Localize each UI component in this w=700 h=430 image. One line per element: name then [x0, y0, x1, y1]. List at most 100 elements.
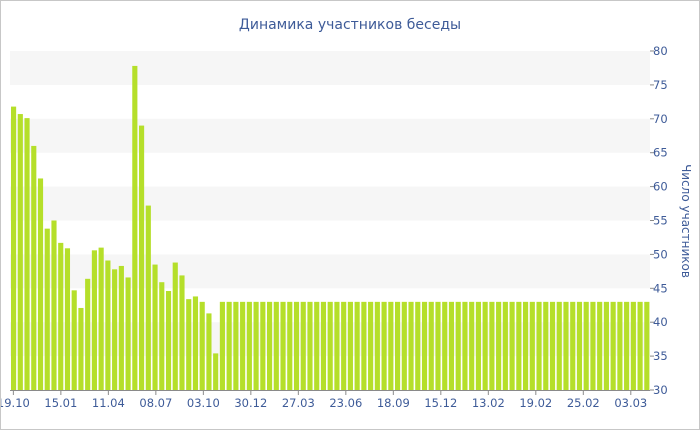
grid-band	[10, 186, 650, 221]
bar	[152, 264, 158, 390]
bar	[529, 301, 535, 390]
x-tick-label: 19.10	[1, 396, 30, 410]
y-axis-ticks: 30 35 40 45 50 55 60 65 70 75 80	[650, 44, 668, 397]
bar	[624, 301, 630, 390]
bar	[597, 301, 603, 390]
bar	[327, 301, 333, 390]
bar	[496, 301, 502, 390]
bar	[617, 301, 623, 390]
bar	[347, 301, 353, 390]
bar	[139, 125, 145, 390]
x-tick-label: 18.09	[377, 396, 410, 410]
bar	[421, 301, 428, 390]
bar	[64, 248, 71, 390]
bar	[260, 301, 266, 390]
bar	[98, 247, 104, 390]
bar	[368, 301, 374, 390]
y-tick-label: 80	[653, 44, 668, 58]
bar	[112, 269, 118, 390]
bar	[206, 313, 212, 390]
y-tick-label: 35	[653, 349, 668, 363]
x-tick-label: 03.10	[187, 396, 220, 410]
y-axis-title: Число участников	[679, 164, 693, 278]
bar	[428, 301, 434, 390]
bar	[455, 301, 461, 390]
bar	[78, 307, 84, 390]
bar	[91, 250, 97, 390]
bar	[37, 178, 44, 390]
bar	[314, 301, 320, 390]
bar	[415, 301, 421, 390]
grid-bands	[10, 51, 650, 357]
bar	[576, 301, 583, 390]
x-tick-label: 15.12	[424, 396, 457, 410]
bar	[469, 301, 475, 390]
bar	[44, 228, 50, 390]
bar	[118, 265, 124, 390]
x-tick-label: 25.02	[567, 396, 600, 410]
bar	[549, 301, 556, 390]
y-tick-label: 55	[653, 214, 668, 228]
grid-band	[10, 118, 650, 153]
bar	[489, 301, 495, 390]
bar	[388, 301, 394, 390]
bar	[502, 301, 508, 390]
x-axis-ticks: 19.10 15.01 11.04 08.07 03.10 30.12 27.03 23.06…	[1, 390, 647, 410]
bar	[320, 301, 327, 390]
bar	[253, 301, 259, 390]
bar	[354, 301, 360, 390]
bar	[556, 301, 562, 390]
bar	[132, 65, 138, 391]
y-tick-label: 50	[653, 247, 668, 261]
bar	[246, 301, 252, 390]
bar	[570, 301, 576, 390]
grid-band	[10, 51, 650, 85]
bar	[165, 291, 172, 390]
bar	[307, 301, 313, 390]
bar	[482, 301, 488, 390]
bar	[381, 301, 387, 390]
bar	[199, 301, 205, 390]
x-tick-label: 23.06	[329, 396, 362, 410]
bar	[219, 301, 225, 390]
bar	[374, 301, 380, 390]
bar	[408, 301, 414, 390]
bar	[145, 205, 151, 390]
bar	[435, 301, 441, 390]
bar	[233, 301, 239, 390]
bar	[273, 301, 279, 390]
bar	[71, 290, 77, 390]
bar	[630, 301, 636, 390]
y-tick-label: 45	[653, 281, 668, 295]
bar	[17, 114, 23, 391]
bar	[226, 301, 232, 390]
bar	[448, 301, 455, 390]
bar	[85, 278, 91, 390]
bar	[516, 301, 522, 390]
bar	[287, 301, 293, 390]
bar	[644, 301, 650, 390]
bar	[179, 275, 185, 390]
y-tick-label: 60	[653, 180, 668, 194]
bar	[563, 301, 569, 390]
chart-title: Динамика участников беседы	[239, 17, 461, 33]
bar	[300, 301, 306, 390]
bar	[240, 301, 246, 390]
bar	[58, 242, 64, 390]
bar	[172, 262, 178, 390]
bar	[395, 301, 401, 390]
x-tick-label: 30.12	[234, 396, 267, 410]
x-tick-label: 08.07	[139, 396, 172, 410]
y-tick-label: 70	[653, 112, 668, 126]
y-tick-label: 75	[653, 78, 668, 92]
bar	[590, 301, 596, 390]
bar	[536, 301, 542, 390]
bar	[213, 353, 219, 390]
bar	[401, 301, 407, 390]
bar	[583, 301, 589, 390]
bar	[125, 277, 131, 390]
bar	[603, 301, 609, 390]
bar	[280, 301, 286, 390]
